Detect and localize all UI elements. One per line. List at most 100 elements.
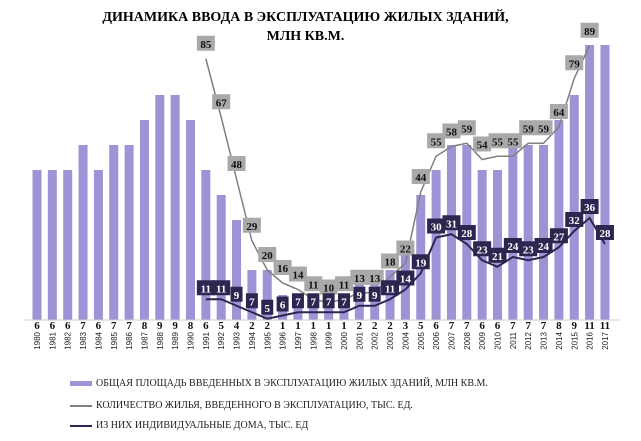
bar-value-label: 6 [495, 320, 501, 332]
data-label-box [427, 218, 446, 234]
bar-1982 [63, 170, 73, 320]
data-label-box [273, 260, 292, 275]
data-label-box [381, 280, 400, 296]
x-tick-label: 1997 [294, 331, 303, 349]
data-label-box [307, 293, 320, 309]
bar-value-label: 6 [96, 320, 102, 332]
bar-1981 [47, 170, 57, 320]
data-label-box [365, 269, 384, 285]
data-label-box [503, 133, 522, 149]
x-tick-label: 1982 [64, 331, 73, 349]
data-label: 9 [357, 290, 363, 302]
data-label: 7 [326, 296, 332, 308]
data-label: 20 [262, 250, 274, 262]
bar-1995 [262, 270, 272, 320]
x-tick-label: 1986 [125, 331, 134, 349]
bar-2010 [493, 170, 502, 320]
data-label: 11 [308, 279, 318, 291]
bar-value-label: 7 [111, 320, 117, 332]
bar-value-label: 1 [341, 320, 347, 332]
x-tick-label: 1981 [48, 331, 57, 349]
data-label-box [580, 199, 599, 214]
data-label: 27 [553, 231, 565, 243]
bar-value-label: 11 [600, 320, 610, 332]
data-label-box [196, 35, 215, 51]
series-line-2 [205, 216, 606, 320]
bar-value-label: 7 [464, 320, 470, 332]
bar-value-label: 6 [34, 320, 40, 332]
bar-value-label: 8 [556, 320, 562, 332]
x-tick-label: 1984 [94, 331, 103, 349]
bar-2006 [431, 170, 441, 320]
bar-2017 [600, 45, 610, 320]
data-label: 23 [477, 244, 489, 256]
legend-item-individual: ИЗ НИХ ИНДИВИДУАЛЬНЫЕ ДОМА, ТЫС. ЕД [70, 420, 308, 431]
bar-2014 [554, 120, 564, 320]
bar-value-label: 7 [510, 320, 516, 332]
legend-item-area: ОБЩАЯ ПЛОЩАДЬ ВВЕДЕННЫХ В ЭКСПЛУАТАЦИЮ Ж… [70, 378, 488, 389]
data-label-box [396, 240, 415, 256]
bar-1989 [170, 95, 180, 320]
bar-value-label: 6 [50, 320, 56, 332]
data-label-box [442, 215, 461, 231]
data-label: 11 [201, 283, 211, 295]
bar-1987 [139, 120, 149, 320]
data-label-box [595, 225, 614, 240]
data-label-box [212, 280, 231, 296]
x-tick-label: 1995 [263, 331, 272, 349]
data-label-box [565, 55, 584, 71]
data-label: 11 [385, 283, 395, 295]
data-label-box [353, 286, 366, 302]
data-label: 55 [507, 136, 519, 148]
data-label: 30 [431, 222, 443, 234]
data-label-box [396, 270, 415, 286]
data-label-box [457, 120, 476, 136]
data-label: 36 [584, 202, 596, 214]
bar-1992 [216, 195, 226, 320]
data-label: 7 [249, 296, 255, 308]
data-label: 67 [216, 97, 228, 109]
bar-value-label: 7 [541, 320, 547, 332]
data-label: 54 [477, 140, 489, 152]
bar-value-label: 9 [572, 320, 578, 332]
data-label-box [580, 22, 599, 38]
data-label-box [549, 228, 568, 244]
x-tick-label: 1999 [325, 331, 334, 349]
x-tick-label: 1987 [140, 331, 149, 349]
bar-value-label: 1 [326, 320, 332, 332]
bar-2013 [539, 145, 549, 320]
x-tick-label: 1993 [233, 331, 242, 349]
data-label: 58 [446, 127, 458, 139]
x-tick-label: 1985 [110, 331, 119, 349]
bar-value-label: 2 [372, 320, 378, 332]
data-label-box [261, 299, 274, 315]
bar-value-label: 2 [357, 320, 363, 332]
data-label: 9 [372, 290, 378, 302]
series-line-1 [205, 45, 591, 304]
data-label-box [338, 293, 350, 309]
data-label: 13 [354, 273, 366, 285]
x-tick-label: 2013 [540, 331, 549, 349]
bar-value-label: 1 [280, 320, 286, 332]
x-tick-label: 2009 [478, 331, 487, 349]
data-label-box [288, 266, 307, 282]
x-tick-label: 2010 [494, 331, 503, 349]
data-label-box [245, 293, 258, 309]
data-label: 28 [461, 228, 473, 240]
legend-label-individual: ИЗ НИХ ИНДИВИДУАЛЬНЫЕ ДОМА, ТЫС. ЕД [96, 420, 309, 431]
data-label: 28 [599, 228, 611, 240]
data-label: 9 [234, 290, 240, 302]
data-label: 59 [461, 123, 473, 135]
data-label: 16 [277, 263, 289, 275]
x-tick-label: 1998 [309, 331, 318, 349]
x-tick-label: 1989 [171, 331, 180, 349]
bar-1988 [155, 95, 165, 320]
data-label-box [381, 253, 400, 269]
bar-value-label: 2 [265, 320, 271, 332]
x-tick-label: 2016 [586, 331, 595, 349]
bar-value-label: 2 [387, 320, 393, 332]
bar-value-label: 5 [418, 320, 424, 332]
bar-1986 [124, 145, 134, 320]
legend-swatch-bar [70, 381, 92, 386]
